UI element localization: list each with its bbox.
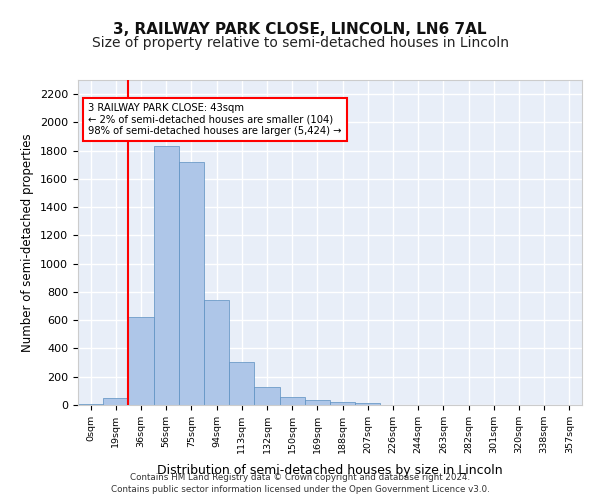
Bar xyxy=(204,300,229,405)
Bar xyxy=(154,146,179,405)
Text: 3, RAILWAY PARK CLOSE, LINCOLN, LN6 7AL: 3, RAILWAY PARK CLOSE, LINCOLN, LN6 7AL xyxy=(113,22,487,36)
Bar xyxy=(330,402,355,405)
Text: 3 RAILWAY PARK CLOSE: 43sqm
← 2% of semi-detached houses are smaller (104)
98% o: 3 RAILWAY PARK CLOSE: 43sqm ← 2% of semi… xyxy=(88,102,341,136)
Bar xyxy=(229,362,254,405)
Text: Size of property relative to semi-detached houses in Lincoln: Size of property relative to semi-detach… xyxy=(91,36,509,51)
Bar xyxy=(78,404,103,405)
Bar xyxy=(305,400,330,405)
Bar xyxy=(103,398,128,405)
X-axis label: Distribution of semi-detached houses by size in Lincoln: Distribution of semi-detached houses by … xyxy=(157,464,503,477)
Y-axis label: Number of semi-detached properties: Number of semi-detached properties xyxy=(22,133,34,352)
Text: Contains HM Land Registry data © Crown copyright and database right 2024.: Contains HM Land Registry data © Crown c… xyxy=(130,473,470,482)
Bar xyxy=(179,162,204,405)
Bar xyxy=(254,386,280,405)
Text: Contains public sector information licensed under the Open Government Licence v3: Contains public sector information licen… xyxy=(110,484,490,494)
Bar xyxy=(355,403,380,405)
Bar xyxy=(280,396,305,405)
Bar xyxy=(128,318,154,405)
